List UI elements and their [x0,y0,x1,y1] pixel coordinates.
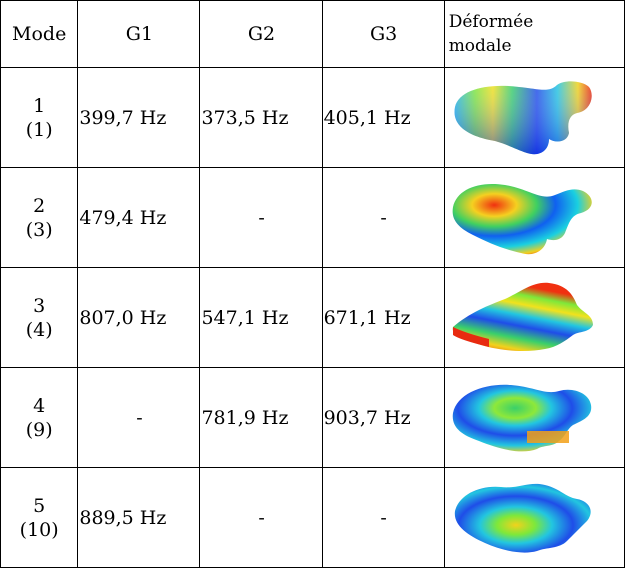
mode-shape-cell [443,467,625,568]
mode-shape-2-image [452,183,592,254]
g3-frequency: 903,7 Hz [321,367,445,468]
mode-number: 3 [33,294,46,317]
g1-frequency: 889,5 Hz [77,467,201,568]
mode-shape-cell [443,367,625,468]
mode-index: (10) [19,518,59,541]
mode-shape-cell [443,67,625,168]
mode-cell: 1 (1) [0,67,79,168]
g2-frequency: 547,1 Hz [199,267,323,368]
mode-index: (1) [25,118,53,141]
g1-frequency: - [77,367,201,468]
mode-shape-1-image [454,80,592,154]
mode-index: (4) [25,318,53,341]
mode-shape-5-image [454,483,591,553]
header-mode: Mode [0,0,79,68]
g3-frequency: - [321,467,445,568]
g2-frequency: 781,9 Hz [199,367,323,468]
g1-frequency: 479,4 Hz [77,167,201,268]
header-g1: G1 [77,0,201,68]
table-row: 5 (10) 889,5 Hz - - [0,467,625,568]
g2-frequency: 373,5 Hz [199,67,323,168]
table-row: 3 (4) 807,0 Hz 547,1 Hz 671,1 Hz [0,267,625,368]
mode-shape-3-image [452,282,593,351]
header-mode-shape-line2: modale [448,36,512,56]
g3-frequency: - [321,167,445,268]
header-mode-shape-line1: Déformée [448,12,534,32]
mode-shape-4-image [452,384,591,451]
mode-cell: 5 (10) [0,467,79,568]
header-g3: G3 [321,0,445,68]
mode-number: 1 [33,94,46,117]
header-mode-shape: Déformée modale [443,0,625,68]
mode-index: (9) [25,418,53,441]
header-row: Mode G1 G2 G3 Déformée modale [0,0,625,68]
header-g2: G2 [199,0,323,68]
g1-frequency: 807,0 Hz [77,267,201,368]
mode-cell: 3 (4) [0,267,79,368]
table-row: 2 (3) 479,4 Hz - - [0,167,625,268]
mode-shape-cell [443,267,625,368]
mode-number: 4 [33,394,46,417]
g2-frequency: - [199,167,323,268]
g2-frequency: - [199,467,323,568]
mode-shape-cell [443,167,625,268]
table-row: 1 (1) 399,7 Hz 373,5 Hz 405,1 Hz [0,67,625,168]
g3-frequency: 405,1 Hz [321,67,445,168]
mode-index: (3) [25,218,53,241]
mode-number: 5 [33,494,46,517]
mode-number: 2 [33,194,46,217]
g3-frequency: 671,1 Hz [321,267,445,368]
g1-frequency: 399,7 Hz [77,67,201,168]
mode-cell: 4 (9) [0,367,79,468]
mode-cell: 2 (3) [0,167,79,268]
table-row: 4 (9) - 781,9 Hz 903,7 Hz [0,367,625,468]
